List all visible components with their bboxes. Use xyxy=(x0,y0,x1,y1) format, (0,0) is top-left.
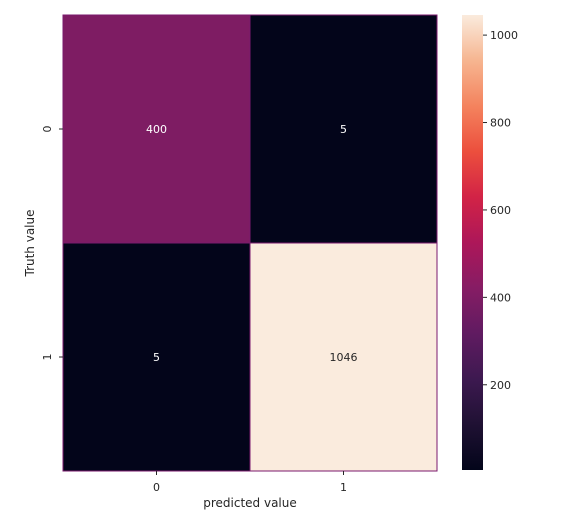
cell-labels-layer: 400 5 5 1046 xyxy=(146,123,358,364)
cell-value-label-0-1: 5 xyxy=(340,123,347,136)
y-axis: 01 xyxy=(41,126,63,361)
cell-value-label-0-0: 400 xyxy=(146,123,167,136)
colorbar-tick-label-2: 600 xyxy=(490,204,511,217)
x-tick-label-1: 1 xyxy=(340,481,347,494)
colorbar-tick-label-0: 200 xyxy=(490,379,511,392)
colorbar-tick-label-3: 800 xyxy=(490,117,511,130)
colorbar-gradient xyxy=(462,15,483,470)
colorbar-ticks: 200 400 600 800 1000 xyxy=(483,29,518,392)
heatmap-cell-0-0 xyxy=(62,14,251,244)
y-tick-label-1: 1 xyxy=(41,354,54,361)
cell-value-label-1-1: 1046 xyxy=(330,351,358,364)
y-axis-label: Truth value xyxy=(23,209,37,277)
y-tick-label-0: 0 xyxy=(41,126,54,133)
heatmap-cell-1-1 xyxy=(249,242,438,472)
heatmap-cell-0-1 xyxy=(249,14,438,244)
colorbar-tick-label-4: 1000 xyxy=(490,29,518,42)
cell-value-label-1-0: 5 xyxy=(153,351,160,364)
x-axis-label: predicted value xyxy=(203,496,297,510)
colorbar: 200 400 600 800 1000 xyxy=(462,15,518,470)
x-tick-label-0: 0 xyxy=(153,481,160,494)
heatmap-cell-1-0 xyxy=(62,242,251,472)
cells-layer xyxy=(62,14,438,472)
colorbar-tick-label-1: 400 xyxy=(490,291,511,304)
